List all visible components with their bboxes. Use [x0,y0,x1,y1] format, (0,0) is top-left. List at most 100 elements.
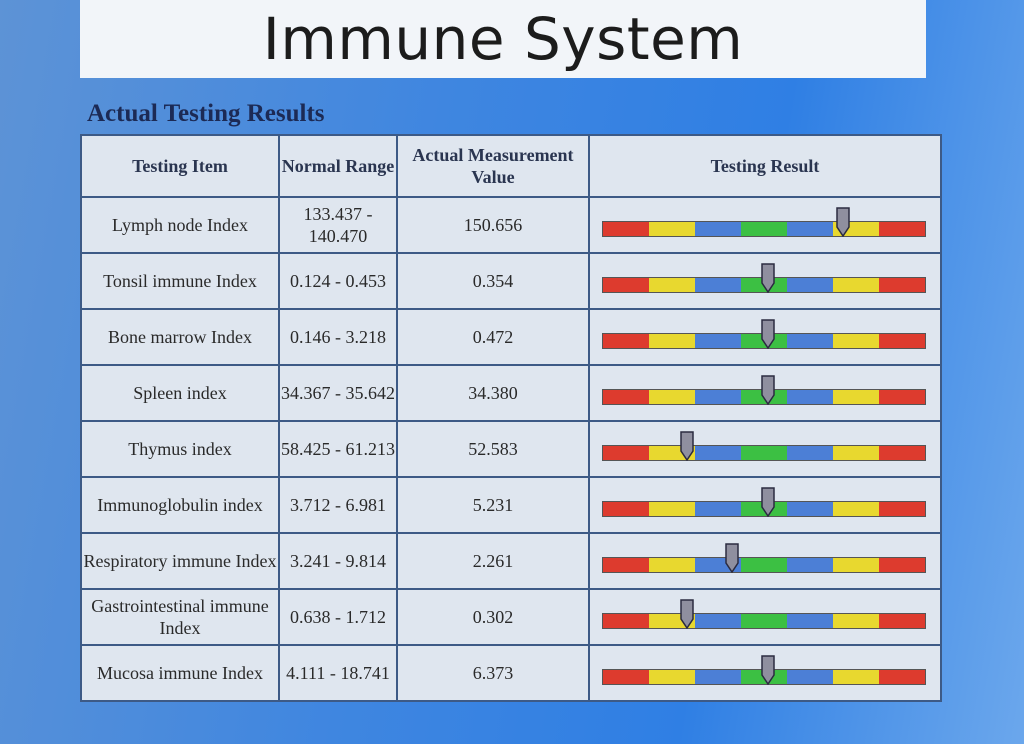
table-row: Lymph node Index 133.437 - 140.470 150.656 [80,196,942,254]
scale-segment [603,614,649,628]
scale-segment [695,670,741,684]
scale-segment [649,278,695,292]
result-marker-icon [761,487,775,517]
scale-segment [741,558,787,572]
testing-item-cell: Bone marrow Index [80,308,280,366]
result-marker-icon [680,431,694,461]
actual-value-cell: 0.354 [396,252,590,310]
testing-item-cell: Lymph node Index [80,196,280,254]
scale-segment [649,502,695,516]
scale-segment [787,558,833,572]
scale-segment [787,334,833,348]
testing-item-cell: Gastrointestinal immune Index [80,588,280,646]
actual-value-cell: 34.380 [396,364,590,422]
scale-segment [879,278,925,292]
scale-segment [833,334,879,348]
scale-segment [649,222,695,236]
header-normal-range: Normal Range [278,134,398,198]
testing-item-cell: Spleen index [80,364,280,422]
testing-item-cell: Immunoglobulin index [80,476,280,534]
scale-segment [787,614,833,628]
header-testing-item: Testing Item [80,134,280,198]
result-scale-bar [602,445,926,461]
result-scale-bar [602,389,926,405]
table-row: Spleen index 34.367 - 35.642 34.380 [80,364,942,422]
actual-value-cell: 150.656 [396,196,590,254]
scale-segment [879,614,925,628]
scale-segment [833,390,879,404]
scale-segment [603,502,649,516]
testing-result-cell [588,532,942,590]
table-row: Tonsil immune Index 0.124 - 0.453 0.354 [80,252,942,310]
testing-result-cell [588,588,942,646]
results-table: Testing Item Normal Range Actual Measure… [80,134,942,702]
header-testing-result: Testing Result [588,134,942,198]
table-row: Mucosa immune Index 4.111 - 18.741 6.373 [80,644,942,702]
scale-segment [787,278,833,292]
testing-item-cell: Tonsil immune Index [80,252,280,310]
normal-range-cell: 0.124 - 0.453 [278,252,398,310]
normal-range-cell: 4.111 - 18.741 [278,644,398,702]
table-row: Bone marrow Index 0.146 - 3.218 0.472 [80,308,942,366]
table-row: Thymus index 58.425 - 61.213 52.583 [80,420,942,478]
result-scale-bar [602,221,926,237]
testing-result-cell [588,476,942,534]
testing-result-cell [588,364,942,422]
scale-segment [649,670,695,684]
scale-segment [603,446,649,460]
scale-segment [695,614,741,628]
scale-segment [787,446,833,460]
results-table-wrap: Testing Item Normal Range Actual Measure… [80,134,942,702]
scale-segment [787,222,833,236]
result-marker-icon [836,207,850,237]
table-row: Respiratory immune Index 3.241 - 9.814 2.2… [80,532,942,590]
scale-segment [741,446,787,460]
actual-value-cell: 5.231 [396,476,590,534]
normal-range-cell: 0.638 - 1.712 [278,588,398,646]
scale-segment [741,222,787,236]
result-marker-icon [761,319,775,349]
result-scale-bar [602,501,926,517]
actual-value-cell: 2.261 [396,532,590,590]
scale-segment [649,334,695,348]
result-marker-icon [761,263,775,293]
result-scale-bar [602,277,926,293]
testing-item-cell: Thymus index [80,420,280,478]
result-marker-icon [680,599,694,629]
scale-segment [833,502,879,516]
scale-segment [879,558,925,572]
page-title: Immune System [262,5,744,73]
scale-segment [695,446,741,460]
scale-segment [603,558,649,572]
scale-segment [833,446,879,460]
scale-segment [649,390,695,404]
testing-result-cell [588,308,942,366]
scale-segment [603,334,649,348]
result-scale-bar [602,613,926,629]
actual-value-cell: 52.583 [396,420,590,478]
scale-segment [879,222,925,236]
scale-segment [833,278,879,292]
actual-value-cell: 0.302 [396,588,590,646]
table-row: Immunoglobulin index 3.712 - 6.981 5.231 [80,476,942,534]
testing-item-cell: Respiratory immune Index [80,532,280,590]
normal-range-cell: 3.241 - 9.814 [278,532,398,590]
testing-result-cell [588,420,942,478]
normal-range-cell: 0.146 - 3.218 [278,308,398,366]
scale-segment [695,390,741,404]
scale-segment [603,390,649,404]
scale-segment [649,558,695,572]
scale-segment [787,670,833,684]
scale-segment [695,278,741,292]
scale-segment [603,278,649,292]
scale-segment [603,222,649,236]
scale-segment [695,222,741,236]
title-band: Immune System [80,0,926,78]
scale-segment [879,390,925,404]
result-scale-bar [602,557,926,573]
scale-segment [833,670,879,684]
testing-result-cell [588,644,942,702]
normal-range-cell: 3.712 - 6.981 [278,476,398,534]
scale-segment [879,334,925,348]
scale-segment [695,334,741,348]
